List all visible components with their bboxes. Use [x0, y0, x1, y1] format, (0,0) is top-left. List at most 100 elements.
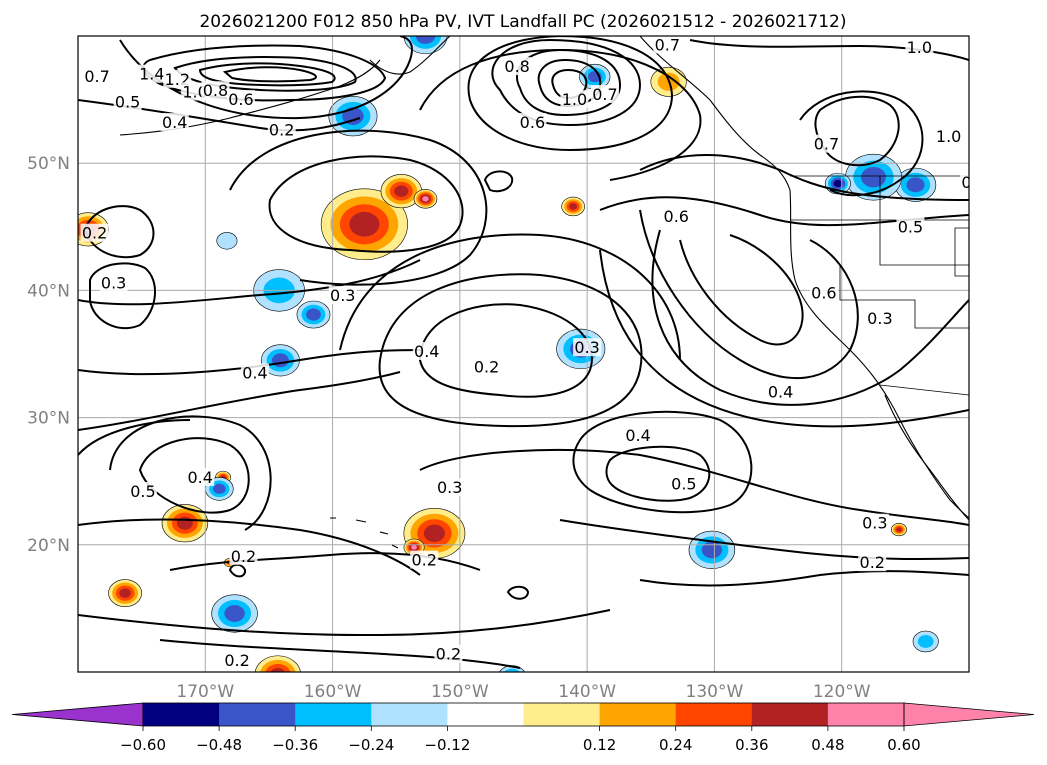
contour-label: 0.2 [231, 547, 256, 566]
colorbar-tick-label: −0.24 [348, 736, 394, 754]
contour-line [689, 39, 969, 61]
contour-line [378, 273, 643, 428]
contour-line [78, 609, 611, 637]
positive-pv-region [411, 544, 417, 550]
contour-label: 0.3 [50, 428, 75, 447]
positive-pv-region [423, 524, 446, 543]
contour-line [419, 48, 702, 181]
contour-label-background [99, 273, 128, 292]
region-box [954, 227, 969, 277]
positive-pv-region [265, 663, 291, 672]
contour-label: 0.2 [269, 121, 294, 140]
contour-label-background [240, 363, 269, 382]
negative-pv-region [917, 635, 934, 648]
ivt-contours [78, 36, 969, 669]
figure-title: 2026021200 F012 850 hPa PV, IVT Landfall… [199, 12, 846, 32]
contour-label: 0.4 [162, 113, 187, 132]
contour-label-background [560, 90, 589, 109]
positive-pv-region [119, 588, 131, 598]
contour-label-background [328, 286, 357, 305]
colorbar-segment [143, 703, 220, 726]
contour-label: 0.3 [437, 478, 462, 497]
colorbar-outline [142, 702, 905, 727]
contour-label: 0.3 [867, 309, 892, 328]
latitude-tick-labels: 50°N 40°N 30°N 20°N [27, 154, 70, 556]
contour-line [268, 155, 464, 253]
contour-label-background [860, 513, 889, 532]
negative-pv-region [861, 166, 886, 188]
contour-label: 0.3 [574, 338, 599, 357]
colorbar-segment [295, 703, 372, 726]
contour-line [78, 371, 401, 431]
contour-label: 0.4 [187, 468, 212, 487]
contour-label: 0.8 [961, 173, 986, 192]
colorbar-tick-label: 0.12 [583, 736, 616, 754]
contour-label: 0.6 [228, 90, 253, 109]
contour-line [78, 518, 421, 576]
contour-label: 0.2 [82, 224, 107, 243]
contour-label: 0.8 [203, 81, 228, 100]
contour-label: 0.3 [862, 514, 887, 533]
contour-label-background [766, 382, 795, 401]
baja-coast [884, 394, 969, 521]
contour-label-background [113, 92, 142, 111]
contour-line [229, 129, 488, 286]
contour-label: 0.7 [814, 135, 839, 154]
negative-pv-region [216, 232, 238, 250]
contour-label: 0.7 [592, 85, 617, 104]
contour-label-background [573, 338, 602, 357]
contour-label-background [435, 478, 464, 497]
colorbar-tick-label: 0.48 [811, 736, 844, 754]
contour-label-background [80, 223, 109, 242]
contour-label: 1.4 [139, 65, 164, 84]
colorbar-segment [827, 703, 905, 726]
contour-line [799, 90, 924, 197]
negative-pv-region [511, 671, 513, 672]
contour-label: 1.0 [936, 127, 961, 146]
positive-pv-region [349, 211, 380, 237]
contour-line [483, 170, 514, 193]
contour-label-background [434, 644, 463, 663]
contour-line [83, 205, 155, 259]
contour-line [222, 66, 317, 83]
contour-line [679, 234, 804, 346]
negative-pv-region [415, 36, 436, 44]
negative-pv-region [306, 308, 321, 321]
contour-line [515, 48, 622, 117]
contour-line [78, 259, 421, 306]
contour-label-background [83, 67, 112, 86]
negative-pv-region [833, 179, 843, 188]
negative-pv-region [906, 177, 925, 193]
colorbar-tick-label: −0.12 [424, 736, 470, 754]
colorbar-tick-label: 0.24 [659, 736, 692, 754]
contour-label-background [960, 172, 969, 191]
contour-label: 0.6 [811, 283, 836, 302]
contour-label-background [858, 553, 887, 572]
map-panel: 1.4 1.21.00.8 0.60.70.50.40.30.20.81.0 0.70… [49, 35, 986, 673]
contour-line [159, 639, 521, 669]
contour-label-background [472, 357, 501, 376]
colorbar-segment [751, 703, 829, 726]
colorbar-segment [219, 703, 296, 726]
contour-label-background [267, 120, 296, 139]
contour-label-background [49, 428, 77, 446]
us-west-coast [789, 189, 969, 519]
contour-line [639, 570, 969, 587]
contour-label: 0.5 [671, 474, 696, 493]
contour-label: 0.8 [504, 57, 529, 76]
map-frame [77, 35, 970, 673]
contour-line [109, 415, 272, 531]
contour-line [639, 154, 969, 201]
colorbar-segment [599, 703, 677, 726]
contour-line [138, 437, 250, 514]
contour-label: 0.2 [436, 645, 461, 664]
longitude-label: 170°W [176, 682, 234, 702]
positive-pv-region [270, 668, 286, 672]
latitude-label: 20°N [27, 536, 70, 556]
contour-line [639, 209, 859, 380]
contour-label-background [812, 134, 841, 153]
contour-label-background [229, 546, 258, 565]
contour-label-background [226, 90, 255, 109]
latitude-label: 40°N [27, 281, 70, 301]
